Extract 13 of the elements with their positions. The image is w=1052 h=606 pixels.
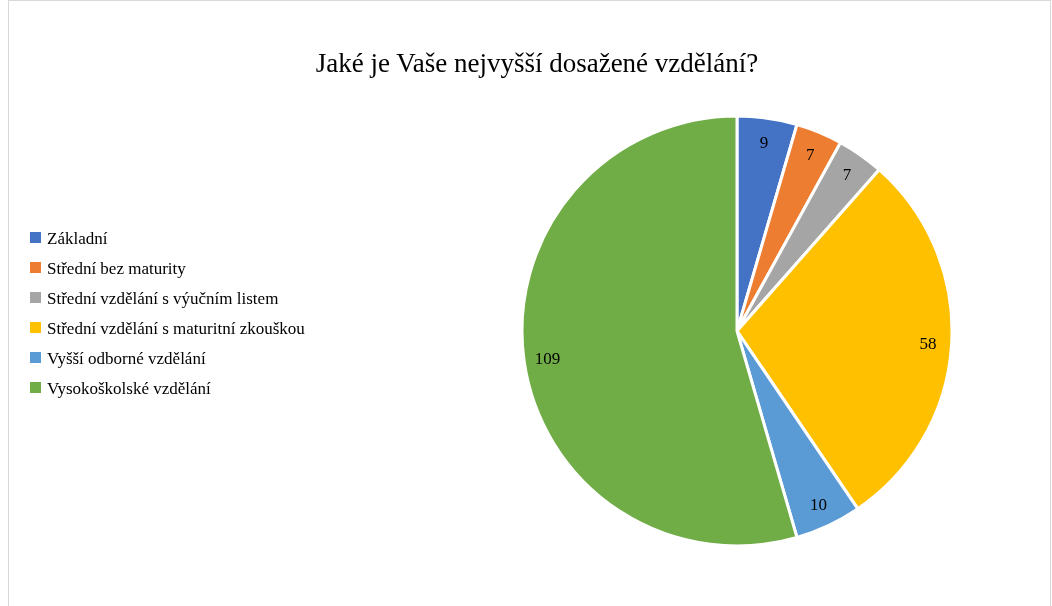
data-label: 10	[809, 495, 827, 515]
chart-title: Jaké je Vaše nejvyšší dosažené vzdělání?	[315, 48, 759, 78]
legend-label: Vysokoškolské vzdělání	[47, 378, 212, 398]
legend-label: Střední vzdělání s výučním listem	[47, 288, 279, 308]
legend-label: Základní	[47, 228, 108, 248]
data-label: 7	[805, 145, 815, 165]
data-label: 7	[842, 165, 852, 185]
legend-label: Střední vzdělání s maturitní zkouškou	[47, 318, 306, 338]
data-label: 58	[919, 333, 937, 353]
data-label: 9	[759, 132, 769, 152]
data-label: 109	[534, 348, 561, 368]
legend-label: Střední bez maturity	[47, 258, 187, 278]
legend-label: Vyšší odborné vzdělání	[47, 348, 206, 368]
